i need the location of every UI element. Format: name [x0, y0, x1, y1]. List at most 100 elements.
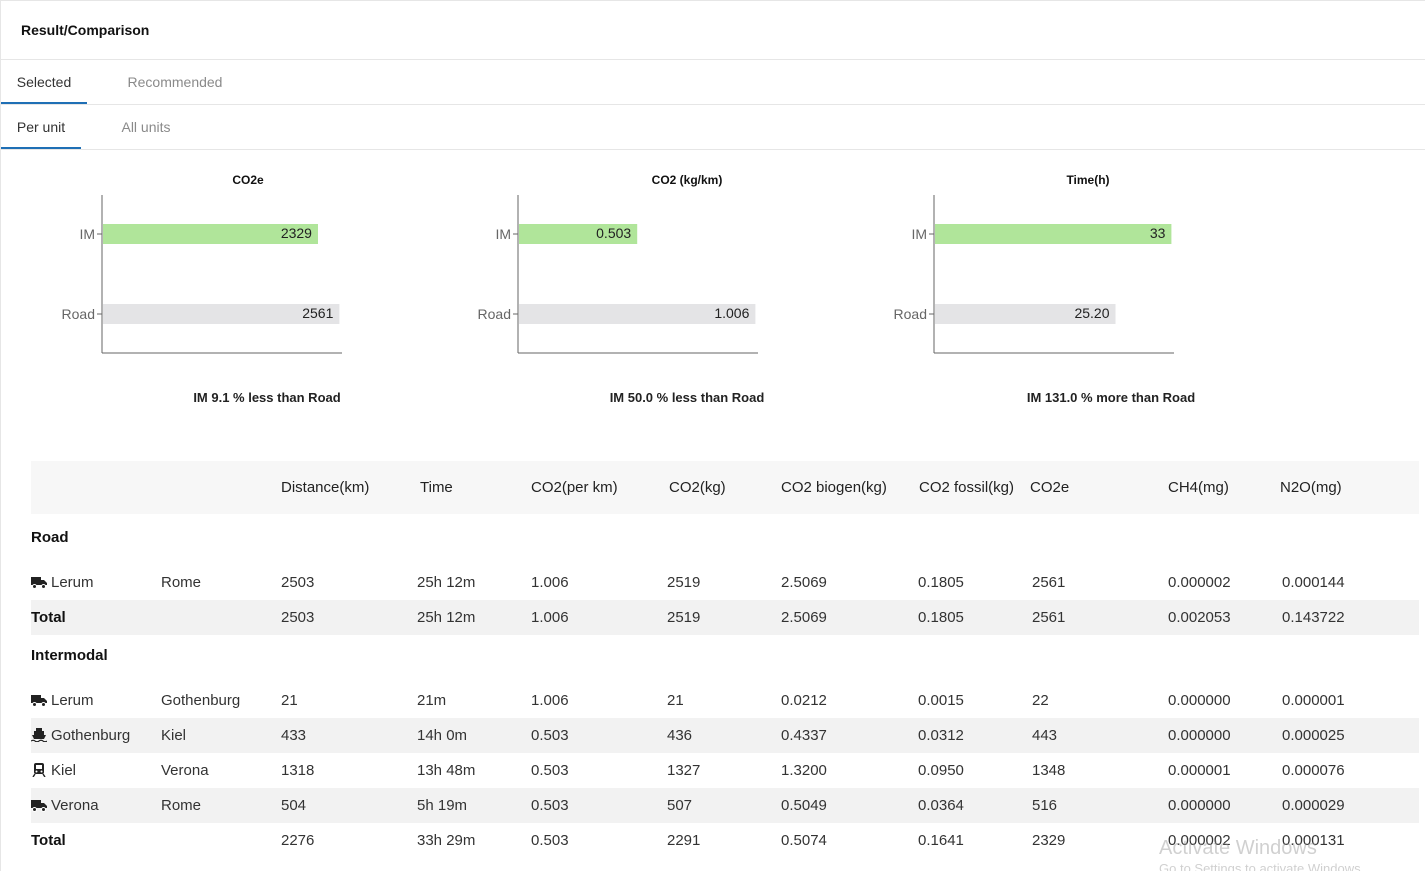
table-cell: 21 — [667, 692, 684, 709]
table-cell: 21m — [417, 692, 447, 709]
total-cell: 2561 — [1032, 609, 1066, 626]
truck-icon — [31, 567, 47, 589]
y-tick-label: Road — [894, 306, 927, 322]
col-co2-kg: CO2(kg) — [669, 479, 726, 496]
tab-recommended[interactable]: Recommended — [127, 74, 223, 90]
chart-note-co2e: IM 9.1 % less than Road — [193, 390, 341, 405]
leg-from: Lerum — [31, 565, 94, 600]
tab-all-units[interactable]: All units — [121, 119, 171, 135]
table-cell: 2503 — [281, 574, 315, 591]
total-cell: 0.143722 — [1282, 609, 1345, 626]
leg-from: Verona — [31, 788, 99, 823]
chart-note-time: IM 131.0 % more than Road — [1026, 390, 1196, 405]
total-cell: 2503 — [281, 609, 315, 626]
total-cell: 0.5074 — [781, 832, 827, 849]
col-co2-per-km: CO2(per km) — [531, 479, 618, 496]
table-cell: 2519 — [667, 574, 701, 591]
total-cell: 0.002053 — [1168, 609, 1231, 626]
table-cell: 0.0950 — [918, 762, 964, 779]
bar-im — [519, 224, 638, 244]
table-cell: 0.000001 — [1168, 762, 1231, 779]
table-cell: 0.5049 — [781, 797, 827, 814]
section-heading: Road — [31, 529, 69, 546]
table-cell: 0.000029 — [1282, 797, 1345, 814]
train-icon — [31, 755, 47, 778]
table-cell: 22 — [1032, 692, 1049, 709]
table-cell: 507 — [667, 797, 693, 814]
table-row: Kiel Verona 1318 13h 48m 0.503 1327 1.3200 0.09… — [31, 753, 1419, 788]
total-cell: 0.1641 — [918, 832, 964, 849]
table-cell: 0.000076 — [1282, 762, 1345, 779]
leg-from-label: Lerum — [51, 574, 94, 591]
charts-area: CO2e CO2 (kg/km) Time(h) IM 2329 Road 2561 … — [1, 151, 1425, 431]
table-cell: 443 — [1032, 727, 1058, 744]
total-cell: 2519 — [667, 609, 701, 626]
table-cell: 0.000025 — [1282, 727, 1345, 744]
bar-value-label: 1.006 — [714, 305, 749, 321]
leg-to: Gothenburg — [161, 692, 241, 709]
windows-watermark-sub: Go to Settings to activate Windows. — [1159, 861, 1365, 871]
leg-to: Kiel — [161, 727, 187, 744]
table-cell: 0.0015 — [918, 692, 964, 709]
total-cell: 0.503 — [531, 832, 569, 849]
table-cell: 1318 — [281, 762, 315, 779]
total-row: Total 2503 25h 12m 1.006 2519 2.5069 0.1805 256… — [31, 600, 1419, 635]
bar-im — [103, 224, 318, 244]
table-cell: 0.000000 — [1168, 692, 1231, 709]
tab-selected[interactable]: Selected — [1, 60, 87, 104]
table-cell: 0.0212 — [781, 692, 827, 709]
leg-from: Kiel — [31, 753, 76, 788]
col-distance: Distance(km) — [281, 479, 370, 496]
leg-from-label: Lerum — [51, 692, 94, 709]
col-co2e: CO2e — [1030, 479, 1070, 496]
total-cell: 1.006 — [531, 609, 569, 626]
bar-road — [519, 304, 756, 324]
leg-from-label: Verona — [51, 797, 99, 814]
table-cell: 0.503 — [531, 797, 569, 814]
col-n2o: N2O(mg) — [1280, 479, 1342, 496]
total-cell: 33h 29m — [417, 832, 476, 849]
chart-co2e: IM 2329 Road 2561 — [62, 195, 342, 354]
table-cell: 433 — [281, 727, 307, 744]
table-row: Lerum Rome 2503 25h 12m 1.006 2519 2.5069 0.180… — [31, 565, 1419, 600]
chart-time: IM 33 Road 25.20 — [894, 195, 1174, 354]
panel-title: Result/Comparison — [21, 22, 150, 38]
table-cell: 0.000144 — [1282, 574, 1345, 591]
y-tick-label: Road — [62, 306, 95, 322]
table-cell: 0.4337 — [781, 727, 827, 744]
table-header: Distance(km) Time CO2(per km) CO2(kg) CO… — [31, 461, 1419, 514]
table-cell: 5h 19m — [417, 797, 468, 814]
leg-from-label: Gothenburg — [51, 727, 131, 744]
col-co2-biogen: CO2 biogen(kg) — [781, 479, 887, 496]
chart-title-co2-per-km: CO2 (kg/km) — [651, 173, 723, 187]
ship-icon — [30, 720, 48, 743]
section-heading: Intermodal — [31, 647, 108, 664]
total-label: Total — [31, 832, 66, 849]
total-cell: 2291 — [667, 832, 701, 849]
bar-value-label: 2561 — [302, 305, 333, 321]
leg-to: Rome — [161, 574, 202, 591]
table-cell: 0.1805 — [918, 574, 964, 591]
table-cell: 2561 — [1032, 574, 1066, 591]
total-cell: 0.000131 — [1282, 832, 1345, 849]
table-cell: 0.000000 — [1168, 727, 1231, 744]
chart-note-co2-per-km: IM 50.0 % less than Road — [609, 390, 765, 405]
bar-value-label: 0.503 — [596, 225, 631, 241]
table-cell: 436 — [667, 727, 693, 744]
table-row: Verona Rome 504 5h 19m 0.503 507 0.5049 0.0364 5… — [31, 788, 1419, 823]
table-cell: 0.503 — [531, 727, 569, 744]
total-cell: 25h 12m — [417, 609, 476, 626]
bar-road — [935, 304, 1116, 324]
primary-tabs: Selected Recommended — [1, 60, 1425, 105]
total-cell: 0.000002 — [1168, 832, 1231, 849]
chart-title-time: Time(h) — [1066, 173, 1110, 187]
total-cell: 2.5069 — [781, 609, 827, 626]
total-row: Total 2276 33h 29m 0.503 2291 0.5074 0.1641 232… — [31, 823, 1419, 858]
leg-from: Lerum — [31, 683, 94, 718]
table-cell: 0.503 — [531, 762, 569, 779]
secondary-tabs: Per unit All units — [1, 105, 1425, 150]
table-cell: 1.3200 — [781, 762, 827, 779]
tab-per-unit[interactable]: Per unit — [1, 105, 81, 149]
chart-co2-per-km: IM 0.503 Road 1.006 — [478, 195, 758, 354]
